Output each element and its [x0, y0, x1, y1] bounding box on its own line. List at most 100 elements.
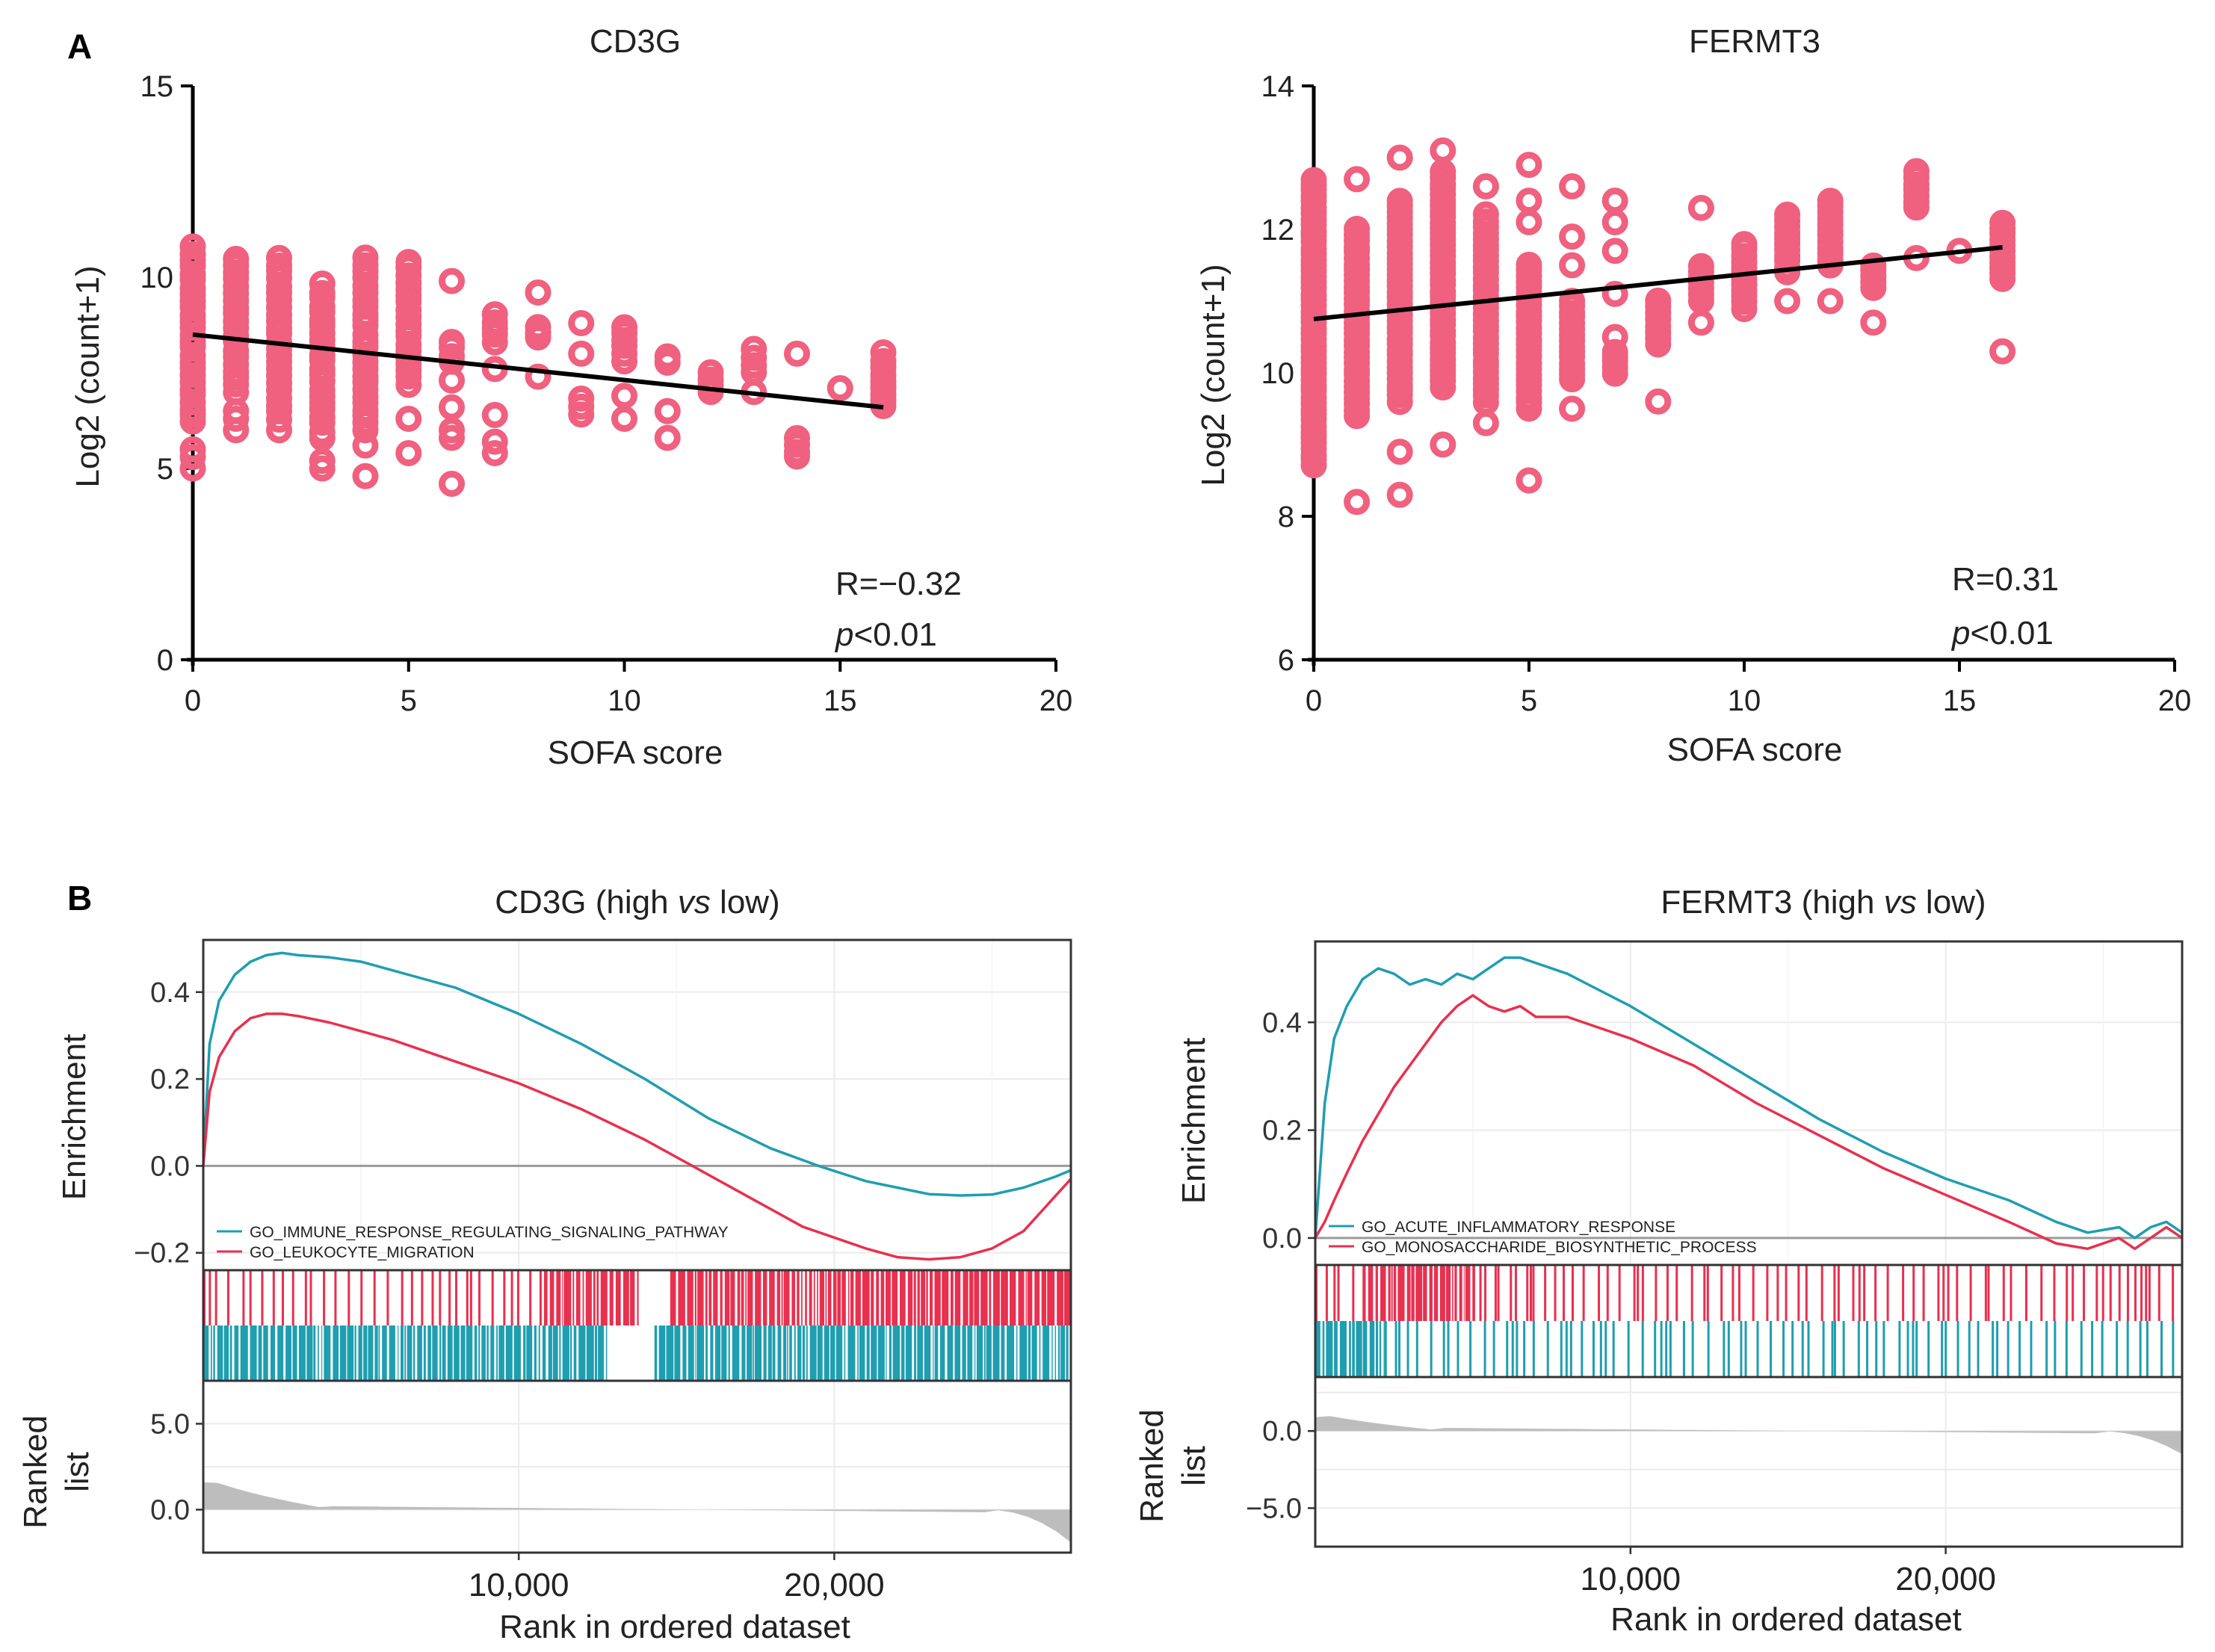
hit-block [1368, 1265, 1374, 1321]
data-point [1472, 409, 1499, 436]
hit-block [250, 1325, 257, 1381]
stat-p-italic: p [1950, 615, 1970, 652]
hit-mark [1469, 1321, 1472, 1377]
y-tick-label: 0.0 [1262, 1223, 1302, 1255]
hit-mark [1641, 1321, 1644, 1377]
hit-mark [1660, 1321, 1663, 1377]
hit-block [832, 1270, 837, 1325]
hit-mark [1637, 1265, 1640, 1321]
hit-mark [1682, 1321, 1685, 1377]
hit-mark [2045, 1321, 2048, 1377]
hit-mark [1720, 1265, 1723, 1321]
hit-mark [2066, 1265, 2069, 1321]
hit-block [466, 1325, 473, 1381]
hit-block [563, 1270, 572, 1325]
hit-mark [1744, 1321, 1747, 1377]
hit-block [939, 1325, 945, 1381]
panel-b-label: B [67, 879, 92, 918]
hit-mark [2054, 1321, 2057, 1377]
x-tick-label: 20,000 [784, 1567, 885, 1603]
hit-mark [421, 1270, 424, 1325]
hit-mark [334, 1270, 337, 1325]
data-point [179, 233, 206, 260]
title-pre: CD3G (high [495, 884, 678, 921]
hit-block [593, 1270, 596, 1325]
hit-block [992, 1325, 1000, 1381]
hit-mark [309, 1270, 312, 1325]
hit-block [824, 1325, 830, 1381]
chart-title: CD3G [590, 23, 681, 60]
hit-block [575, 1270, 581, 1325]
hit-block [917, 1325, 923, 1381]
hit-mark [491, 1270, 494, 1325]
hit-mark [1956, 1265, 1959, 1321]
hit-block [805, 1270, 807, 1325]
hit-block [490, 1325, 495, 1381]
enrichment-label: Enrichment [1176, 1038, 1212, 1204]
hit-block [747, 1270, 753, 1325]
hit-block [682, 1325, 687, 1381]
hit-block [954, 1325, 961, 1381]
hit-block [967, 1325, 973, 1381]
hit-block [705, 1270, 708, 1325]
hit-mark [1569, 1321, 1572, 1377]
hit-block [1429, 1265, 1433, 1321]
hit-mark [386, 1270, 389, 1325]
hit-mark [1514, 1265, 1517, 1321]
hit-block [1379, 1321, 1382, 1377]
data-point [1472, 201, 1499, 228]
hit-mark [1791, 1321, 1794, 1377]
list-label: list [59, 1452, 96, 1492]
y-axis-label: Log2 (count+1) [1195, 264, 1232, 486]
hit-block [714, 1325, 721, 1381]
hit-block [1334, 1321, 1338, 1377]
hit-block [562, 1325, 569, 1381]
hit-block [1016, 1325, 1018, 1381]
hit-mark [1996, 1321, 1999, 1377]
hit-block [921, 1270, 926, 1325]
hit-mark [1703, 1265, 1706, 1321]
list-label: list [1176, 1446, 1212, 1486]
hit-mark [2118, 1265, 2121, 1321]
hit-block [321, 1325, 323, 1381]
hit-block [732, 1325, 740, 1381]
hit-block [382, 1325, 387, 1381]
hit-mark [1483, 1321, 1486, 1377]
hit-block [523, 1325, 526, 1381]
hit-mark [1352, 1265, 1355, 1321]
hit-block [666, 1325, 674, 1381]
hit-mark [1937, 1265, 1940, 1321]
hit-block [830, 1325, 835, 1381]
data-point [568, 309, 595, 336]
data-point [352, 463, 379, 489]
hit-mark [1875, 1321, 1878, 1377]
hit-block [526, 1325, 533, 1381]
hit-block [333, 1325, 339, 1381]
chart-title: CD3G (high vs low) [495, 884, 779, 921]
x-tick-label: 5 [401, 684, 417, 717]
hit-block [585, 1270, 592, 1325]
hit-mark [1394, 1321, 1397, 1377]
hit-block [559, 1325, 561, 1381]
hit-mark [1582, 1265, 1585, 1321]
hit-mark [1915, 1321, 1918, 1377]
panel-a-label: A [67, 27, 92, 66]
data-points [1300, 137, 2016, 516]
hit-mark [249, 1270, 252, 1325]
regression-line [192, 332, 884, 410]
hit-block [1047, 1270, 1055, 1325]
hit-mark [1510, 1265, 1513, 1321]
hit-block [1380, 1265, 1386, 1321]
hit-block [797, 1270, 800, 1325]
stat-p-value: <0.01 [853, 616, 936, 653]
data-point [481, 401, 508, 428]
hit-block [596, 1270, 599, 1325]
hit-mark [1456, 1321, 1459, 1377]
hit-mark [2109, 1265, 2112, 1321]
hit-block [866, 1325, 870, 1381]
hit-mark [1565, 1321, 1568, 1377]
ranked-label: Ranked [1134, 1409, 1170, 1523]
hit-block [857, 1325, 859, 1381]
rank-panel-border [1314, 1376, 2184, 1548]
hit-block [777, 1325, 782, 1381]
